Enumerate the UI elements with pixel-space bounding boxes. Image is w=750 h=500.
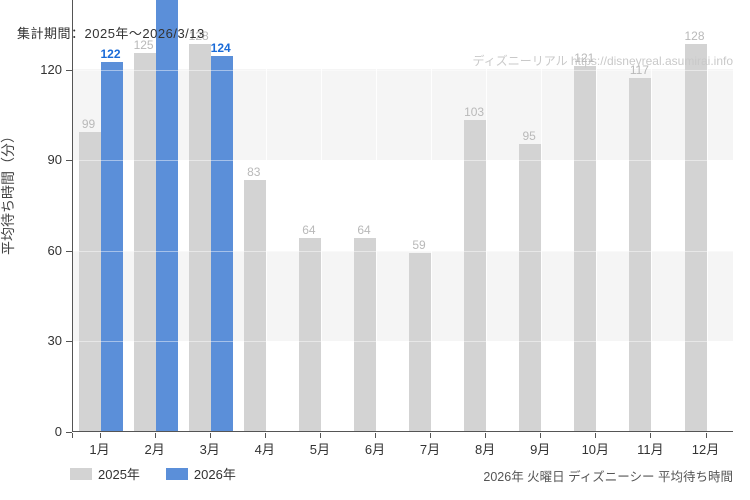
x-tick-mark xyxy=(209,433,211,438)
x-tick-label: 6月 xyxy=(364,442,386,457)
horizontal-gridline xyxy=(73,69,733,71)
x-tick-mark xyxy=(485,433,487,438)
bar-2025年-6月[interactable] xyxy=(354,237,376,431)
bar-2025年-11月[interactable] xyxy=(629,77,652,431)
x-tick-mark xyxy=(430,433,431,438)
grid-band xyxy=(73,69,733,161)
bar-value-label: 64 xyxy=(357,222,371,237)
vertical-gridline xyxy=(431,0,432,431)
x-tick-mark xyxy=(154,433,156,438)
bar-2025年-5月[interactable] xyxy=(298,237,321,431)
bar-2025年-10月[interactable] xyxy=(574,65,597,431)
x-tick-mark xyxy=(650,433,652,438)
bar-value-label: 59 xyxy=(412,237,426,252)
legend-item-2025[interactable]: 2025年 xyxy=(70,464,140,483)
y-axis-label: 平均待ち時間（分） xyxy=(0,129,16,255)
footer-caption: 2026年 火曜日 ディズニーシー 平均待ち時間 xyxy=(483,470,733,484)
x-tick-label: 2月 xyxy=(144,442,165,457)
bar-2025年-3月[interactable] xyxy=(188,44,211,431)
x-tick-label: 1月 xyxy=(89,442,110,457)
legend-label-2026: 2026年 xyxy=(193,467,236,482)
bar-value-label: 99 xyxy=(81,116,96,131)
grid-band xyxy=(73,250,733,342)
bar-2026年-2月[interactable] xyxy=(155,0,178,431)
x-tick-label: 4月 xyxy=(254,442,275,457)
bar-value-label: 128 xyxy=(188,29,209,44)
bar-2026年-1月[interactable] xyxy=(100,62,123,431)
vertical-gridline xyxy=(706,0,708,431)
watermark: ディズニーリアル https://disneyreal.asumirai.inf… xyxy=(472,54,733,68)
vertical-gridline xyxy=(376,0,377,431)
horizontal-gridline xyxy=(73,341,733,343)
y-tick-label: 30 xyxy=(47,333,62,349)
x-tick-label: 8月 xyxy=(474,442,496,457)
bar-2025年-7月[interactable] xyxy=(409,252,431,431)
legend-swatch-2025 xyxy=(70,467,92,480)
bar-value-label: 64 xyxy=(302,222,316,237)
vertical-gridline xyxy=(596,0,598,431)
bar-value-label: 124 xyxy=(210,41,231,56)
bar-2025年-2月[interactable] xyxy=(133,53,156,431)
y-tick-mark xyxy=(66,69,72,71)
x-tick-label: 3月 xyxy=(199,442,220,457)
x-tick-mark xyxy=(540,433,542,438)
x-tick-label: 7月 xyxy=(419,442,441,457)
x-tick-mark xyxy=(705,433,707,438)
bar-value-label: 83 xyxy=(247,165,261,180)
plot-area xyxy=(72,0,733,432)
bar-2025年-9月[interactable] xyxy=(519,144,542,431)
vertical-gridline xyxy=(541,0,543,431)
legend: 2025年 2026年 xyxy=(70,464,236,483)
bar-value-label: 117 xyxy=(629,62,649,77)
y-tick-label: 60 xyxy=(47,242,62,258)
y-tick-mark xyxy=(66,341,72,343)
y-tick-label: 0 xyxy=(54,424,62,439)
horizontal-gridline xyxy=(73,250,733,252)
vertical-gridline xyxy=(320,0,322,431)
x-tick-mark xyxy=(99,433,101,438)
legend-swatch-2026 xyxy=(165,467,188,480)
bar-2026年-3月[interactable] xyxy=(210,56,233,431)
y-tick-label: 120 xyxy=(40,61,62,77)
bar-2025年-8月[interactable] xyxy=(464,119,487,431)
legend-label-2025: 2025年 xyxy=(98,467,140,482)
x-tick-mark xyxy=(375,433,376,438)
bar-value-label: 122 xyxy=(100,47,121,62)
bar-value-label: 103 xyxy=(464,104,485,119)
bar-value-label: 95 xyxy=(522,129,536,143)
vertical-gridline xyxy=(486,0,488,431)
y-tick-mark xyxy=(66,160,72,162)
x-tick-label: 12月 xyxy=(691,442,720,457)
y-tick-mark xyxy=(66,250,72,252)
x-tick-mark xyxy=(264,433,266,438)
x-tick-mark xyxy=(595,433,597,438)
vertical-gridline xyxy=(265,0,267,431)
x-tick-label: 9月 xyxy=(530,442,551,457)
bar-value-label: 125 xyxy=(133,38,154,53)
x-tick-mark xyxy=(72,433,73,438)
chart-title: 集計期間：2025年～2026/3/13 xyxy=(17,26,205,41)
bar-value-label: 121 xyxy=(574,50,595,65)
x-tick-label: 10月 xyxy=(581,442,610,457)
x-tick-mark xyxy=(319,433,321,438)
bar-2025年-1月[interactable] xyxy=(78,131,101,431)
vertical-gridline xyxy=(651,0,653,431)
bar-2025年-12月[interactable] xyxy=(684,44,707,431)
y-tick-mark xyxy=(66,432,72,433)
y-tick-label: 90 xyxy=(47,152,62,168)
legend-item-2026[interactable]: 2026年 xyxy=(165,464,236,483)
bar-value-label: 128 xyxy=(684,29,705,44)
x-tick-label: 5月 xyxy=(309,442,330,457)
horizontal-gridline xyxy=(73,160,733,162)
bar-2025年-4月[interactable] xyxy=(243,180,266,431)
x-tick-label: 11月 xyxy=(637,442,664,457)
